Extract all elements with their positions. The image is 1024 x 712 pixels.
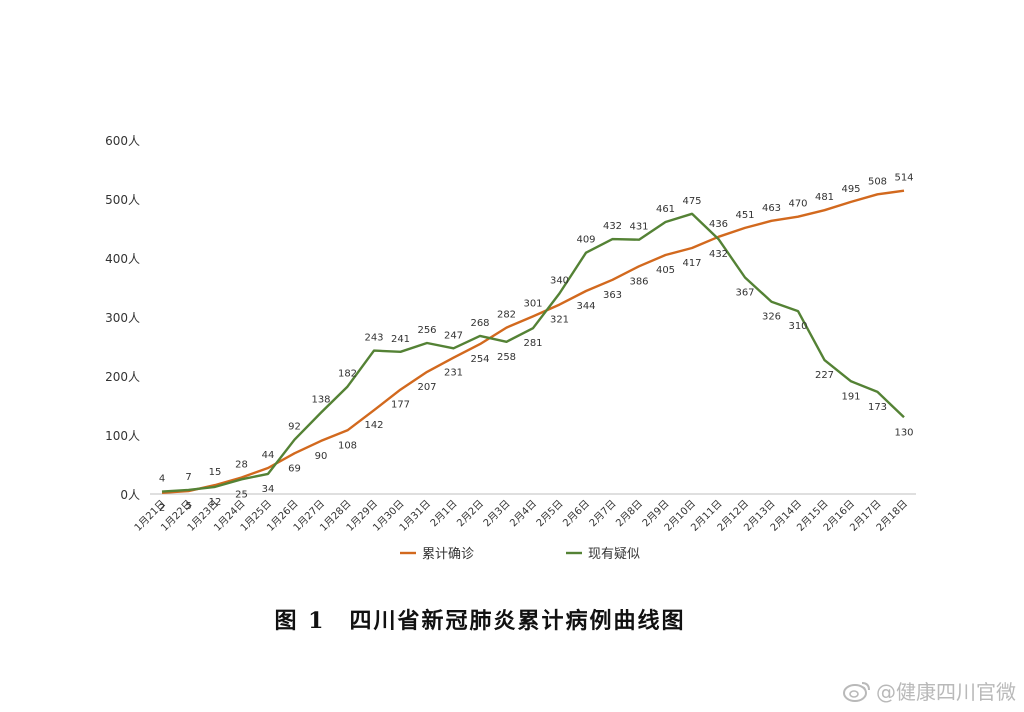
data-label: 344 bbox=[576, 301, 595, 312]
data-label: 432 bbox=[603, 221, 622, 232]
x-tick-label: 2月3日 bbox=[481, 498, 513, 530]
x-tick-label: 2月5日 bbox=[534, 498, 566, 530]
data-label: 207 bbox=[417, 382, 436, 393]
data-label: 247 bbox=[444, 330, 463, 341]
data-label: 241 bbox=[391, 334, 410, 345]
watermark: @健康四川官微 bbox=[842, 676, 1016, 705]
data-label: 34 bbox=[262, 484, 275, 495]
data-label: 231 bbox=[444, 368, 463, 379]
data-label: 463 bbox=[762, 203, 781, 214]
data-label: 256 bbox=[417, 325, 436, 336]
data-label: 432 bbox=[709, 249, 728, 260]
data-label: 243 bbox=[364, 333, 383, 344]
data-label: 108 bbox=[338, 440, 357, 451]
data-label: 451 bbox=[735, 210, 754, 221]
data-label: 282 bbox=[497, 310, 516, 321]
series-line-2 bbox=[161, 212, 905, 493]
x-tick-label: 2月8日 bbox=[613, 498, 645, 530]
legend-label-1: 累计确诊 bbox=[422, 547, 474, 562]
data-label: 142 bbox=[364, 420, 383, 431]
data-label: 130 bbox=[894, 427, 913, 438]
y-tick-label: 600人 bbox=[105, 134, 140, 148]
data-label: 44 bbox=[262, 450, 275, 461]
data-label: 12 bbox=[209, 497, 222, 508]
data-label: 321 bbox=[550, 315, 569, 326]
data-label: 514 bbox=[894, 173, 913, 184]
legend-label-2: 现有疑似 bbox=[588, 546, 640, 562]
data-label: 7 bbox=[185, 472, 191, 483]
data-label: 258 bbox=[497, 352, 516, 363]
y-tick-label: 200人 bbox=[105, 370, 140, 384]
x-tick-label: 2月6日 bbox=[560, 498, 592, 530]
data-label: 340 bbox=[550, 275, 569, 286]
data-label: 5 bbox=[185, 501, 191, 512]
data-label: 436 bbox=[709, 219, 728, 230]
data-label: 90 bbox=[315, 451, 328, 462]
data-label: 268 bbox=[470, 318, 489, 329]
data-label: 254 bbox=[470, 354, 489, 365]
x-tick-label: 2月2日 bbox=[454, 498, 486, 530]
data-label: 481 bbox=[815, 192, 834, 203]
series-line-1 bbox=[161, 189, 905, 494]
data-label: 301 bbox=[523, 298, 542, 309]
data-label: 405 bbox=[656, 265, 675, 276]
data-label: 461 bbox=[656, 204, 675, 215]
data-label: 386 bbox=[629, 276, 648, 287]
y-tick-label: 0人 bbox=[120, 488, 140, 502]
data-label: 470 bbox=[788, 199, 807, 210]
y-tick-label: 300人 bbox=[105, 311, 140, 325]
data-label: 326 bbox=[762, 312, 781, 323]
data-label: 227 bbox=[815, 370, 834, 381]
data-label: 25 bbox=[235, 489, 248, 500]
data-label: 409 bbox=[576, 235, 595, 246]
figure-caption: 图 1 四川省新冠肺炎累计病例曲线图 bbox=[274, 608, 686, 634]
data-label: 92 bbox=[288, 422, 301, 433]
data-label: 475 bbox=[682, 196, 701, 207]
data-label: 417 bbox=[682, 258, 701, 269]
data-label: 281 bbox=[523, 338, 542, 349]
watermark-text: @健康四川官微 bbox=[876, 680, 1016, 704]
y-tick-label: 500人 bbox=[105, 193, 140, 207]
data-label: 4 bbox=[159, 474, 165, 485]
x-tick-label: 2月7日 bbox=[587, 498, 619, 530]
weibo-icon bbox=[843, 681, 870, 702]
x-tick-label: 2月4日 bbox=[507, 498, 539, 530]
data-label: 173 bbox=[868, 402, 887, 413]
data-label: 191 bbox=[841, 391, 860, 402]
data-label: 177 bbox=[391, 400, 410, 411]
data-label: 182 bbox=[338, 369, 357, 380]
data-label: 2 bbox=[159, 503, 165, 514]
data-label: 508 bbox=[868, 176, 887, 187]
data-label: 310 bbox=[788, 321, 807, 332]
y-tick-label: 400人 bbox=[105, 252, 140, 266]
data-label: 28 bbox=[235, 459, 248, 470]
data-label: 138 bbox=[311, 395, 330, 406]
data-label: 363 bbox=[603, 290, 622, 301]
line-chart: 0人100人200人300人400人500人600人1月21日1月22日1月23… bbox=[105, 134, 916, 562]
data-label: 69 bbox=[288, 463, 301, 474]
x-tick-label: 2月1日 bbox=[428, 498, 460, 530]
data-label: 431 bbox=[629, 222, 648, 233]
data-label: 367 bbox=[735, 287, 754, 298]
data-label: 15 bbox=[209, 467, 222, 478]
y-tick-label: 100人 bbox=[105, 429, 140, 443]
data-label: 495 bbox=[841, 184, 860, 195]
